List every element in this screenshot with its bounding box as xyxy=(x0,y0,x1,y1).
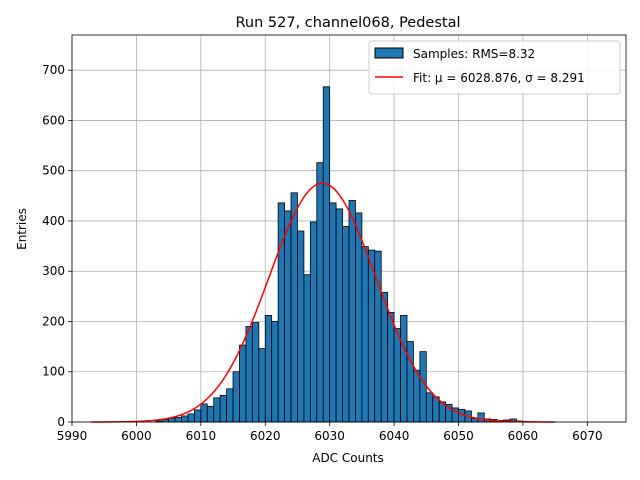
histogram-bar xyxy=(477,412,485,423)
y-axis-ticks: 0 100 200 300 400 500 600 700 xyxy=(42,63,72,429)
chart-title: Run 527, channel068, Pedestal xyxy=(235,15,460,31)
fit-curve xyxy=(91,182,556,423)
histogram-bar xyxy=(264,315,273,423)
histogram-bar xyxy=(342,226,350,423)
y-tick-label: 600 xyxy=(42,113,65,127)
legend-label-samples: Samples: RMS=8.32 xyxy=(413,47,535,61)
x-tick-label: 5990 xyxy=(57,429,88,443)
histogram-bar xyxy=(458,409,466,423)
histogram-bar xyxy=(361,246,369,423)
y-tick-label: 0 xyxy=(57,415,65,429)
plot-frame xyxy=(71,34,627,423)
histogram-bar xyxy=(316,162,324,423)
y-axis-label: Entries xyxy=(15,208,29,250)
histogram-bar xyxy=(290,192,298,423)
histogram-bar xyxy=(387,312,395,423)
histogram-bar xyxy=(193,409,202,423)
x-tick-label: 6000 xyxy=(121,429,152,443)
histogram-bar xyxy=(181,415,189,423)
histogram-bar xyxy=(213,397,221,423)
histogram-bar xyxy=(206,406,215,423)
histogram-bar xyxy=(380,291,389,423)
histogram-bar xyxy=(419,351,427,423)
histogram-bar xyxy=(303,274,311,423)
legend-bar-swatch xyxy=(374,47,404,59)
histogram-bar xyxy=(219,394,228,423)
histogram-bar xyxy=(367,249,376,423)
y-tick-label: 100 xyxy=(42,365,65,379)
histogram-bar xyxy=(284,210,292,423)
x-tick-label: 6010 xyxy=(186,429,217,443)
histogram-bar xyxy=(425,392,434,423)
x-axis-ticks: 5990 6000 6010 6020 6030 6040 6050 6060 6070 xyxy=(57,422,603,443)
y-tick-label: 300 xyxy=(42,264,65,278)
y-tick-label: 700 xyxy=(42,63,65,77)
histogram-bar xyxy=(271,321,279,423)
legend-box xyxy=(368,40,621,95)
histogram-bar xyxy=(187,413,195,423)
histogram-bar xyxy=(432,396,440,423)
histogram-bar xyxy=(258,348,266,423)
histogram-bar xyxy=(393,328,401,423)
y-tick-label: 200 xyxy=(42,314,65,328)
y-tick-label: 500 xyxy=(42,164,65,178)
legend-label-fit: Fit: μ = 6028.876, σ = 8.291 xyxy=(413,71,585,85)
histogram-bar xyxy=(413,369,421,423)
histogram-bar xyxy=(355,212,363,423)
histogram-bar xyxy=(174,417,182,423)
x-tick-label: 6070 xyxy=(572,429,603,443)
histogram-bar xyxy=(348,199,356,423)
x-axis-label: ADC Counts xyxy=(312,451,384,465)
histogram-bar xyxy=(239,344,247,423)
histogram-bar xyxy=(400,315,408,423)
histogram-bar xyxy=(200,403,208,423)
x-tick-label: 6030 xyxy=(314,429,345,443)
y-tick-label: 400 xyxy=(42,214,65,228)
histogram-bar xyxy=(297,230,305,423)
histogram-bar xyxy=(251,322,260,423)
histogram-bar xyxy=(335,208,343,423)
x-tick-label: 6050 xyxy=(443,429,474,443)
histogram-bar xyxy=(406,341,414,423)
legend: Samples: RMS=8.32 Fit: μ = 6028.876, σ =… xyxy=(368,40,621,95)
histogram-bar xyxy=(309,221,318,423)
histogram-bar xyxy=(245,326,253,423)
histogram-bar xyxy=(277,202,285,423)
histogram-bar xyxy=(329,202,337,423)
x-tick-label: 6040 xyxy=(379,429,410,443)
histogram-bar xyxy=(226,388,234,423)
x-tick-label: 6060 xyxy=(508,429,539,443)
histogram-bar xyxy=(322,86,331,423)
histogram-bar xyxy=(232,371,240,423)
x-tick-label: 6020 xyxy=(250,429,281,443)
